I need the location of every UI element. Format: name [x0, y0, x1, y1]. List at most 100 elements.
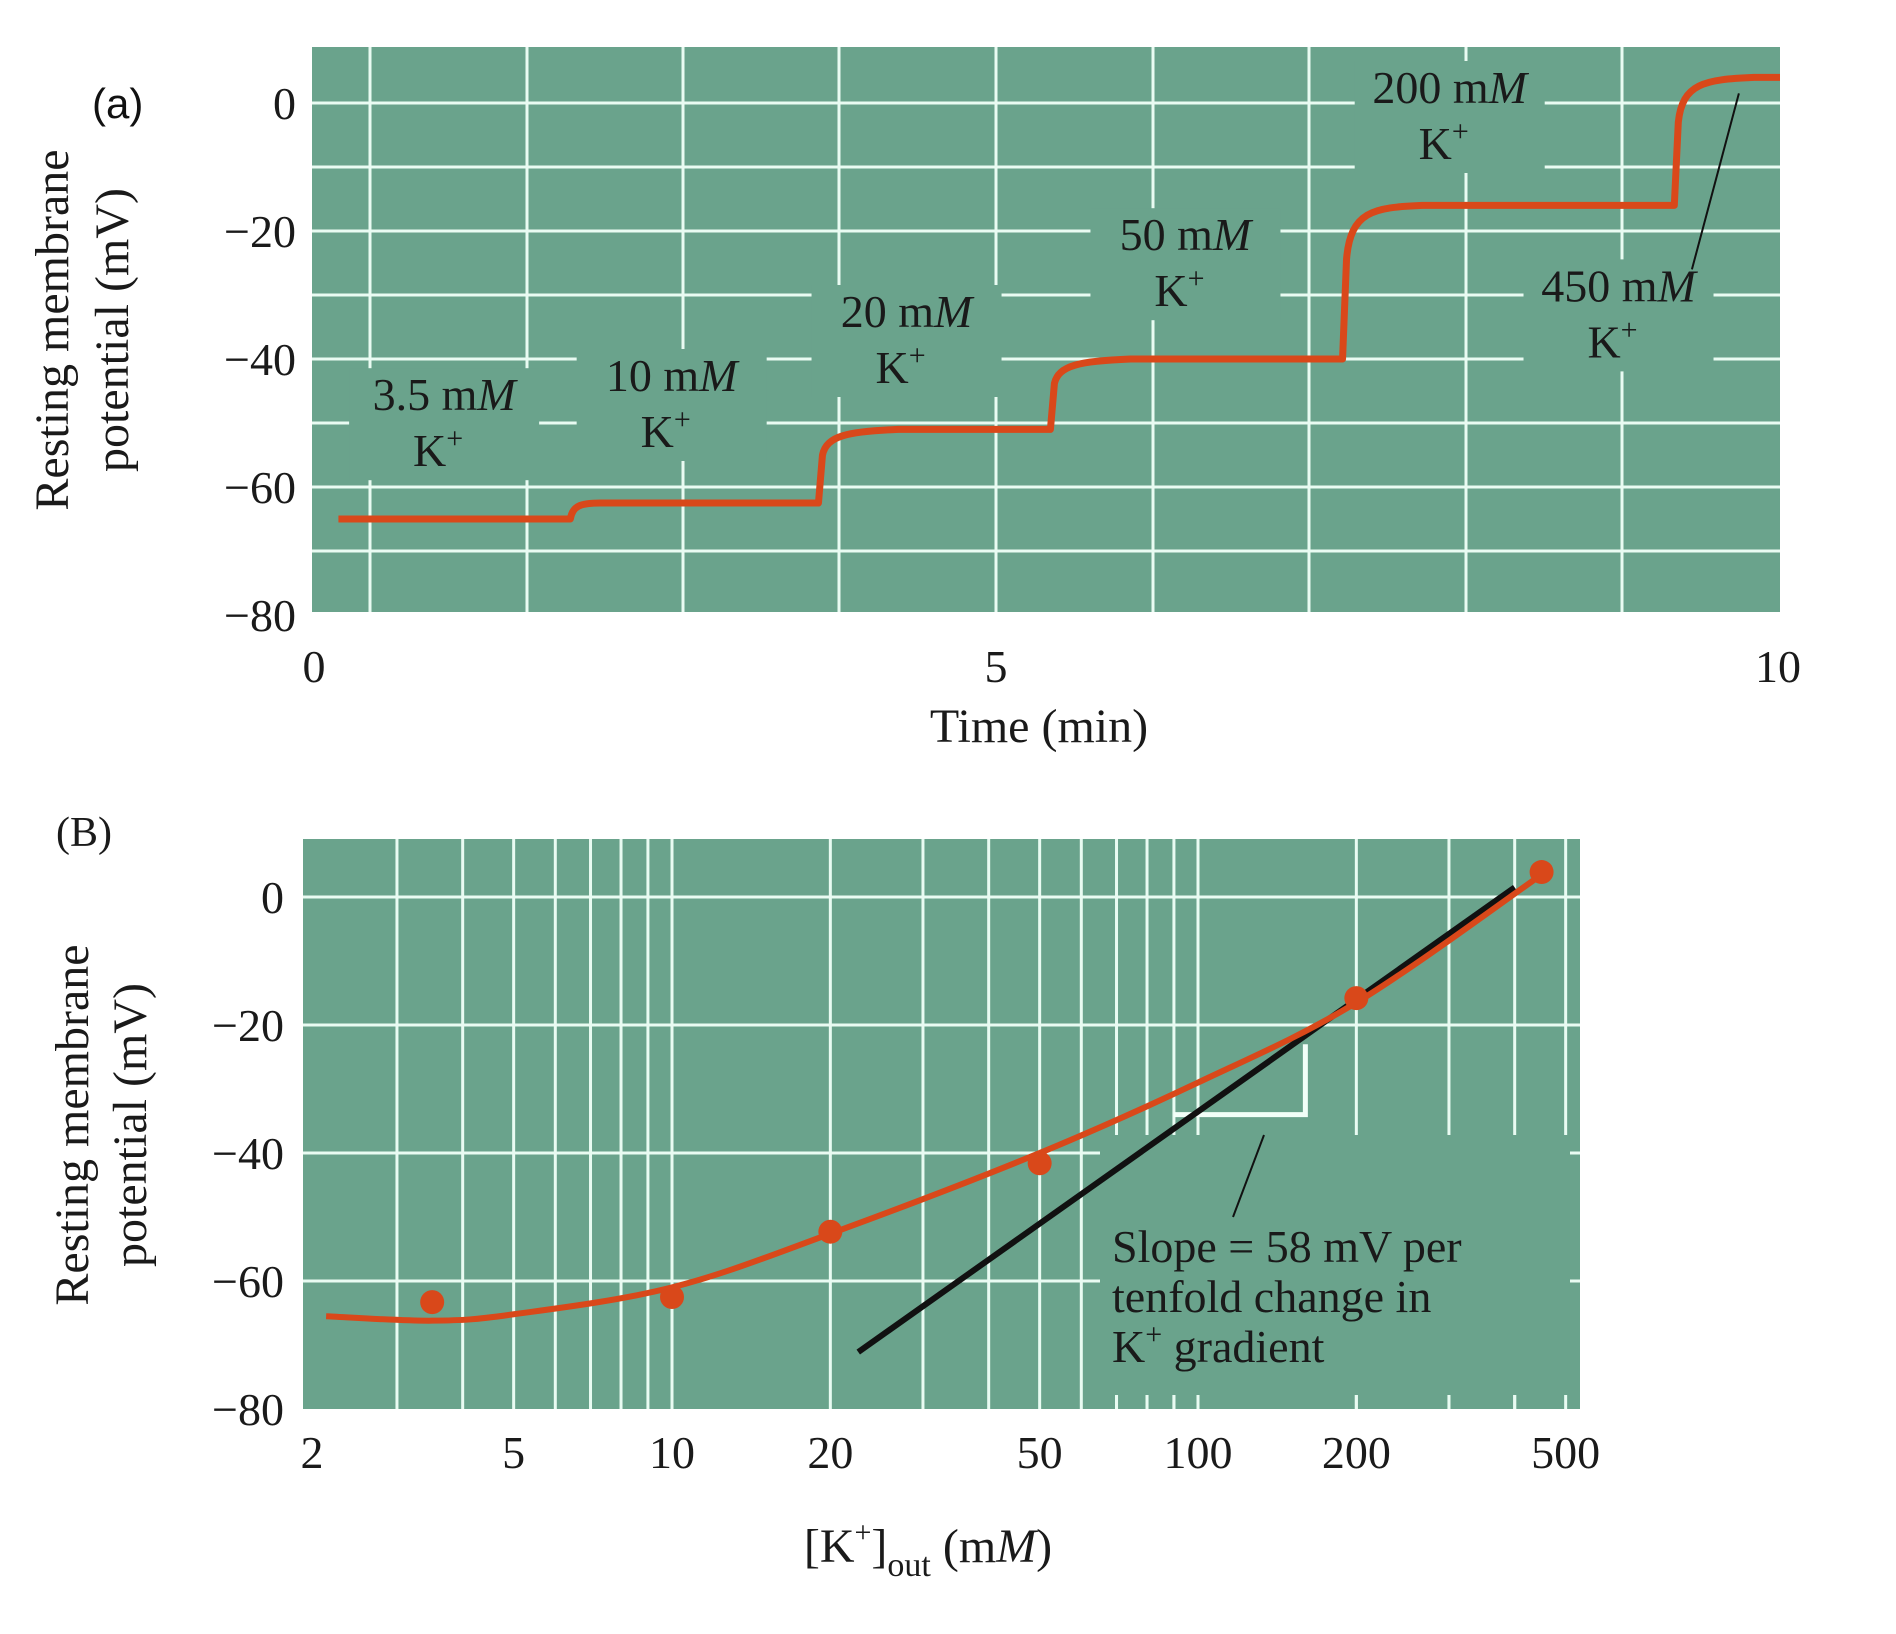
- panel-a-x-tick-labels: 0 5 10: [303, 641, 1802, 692]
- annotation-line-1: Slope = 58 mV per: [1112, 1221, 1462, 1272]
- panel-a-x-axis-title: Time (min): [930, 700, 1148, 753]
- panel-a-y-tick-label: 0: [273, 78, 296, 129]
- panel-a-label-backdrop: [1090, 208, 1281, 321]
- annotation-gradient: gradient: [1162, 1321, 1324, 1372]
- panel-b-y-title-line1: Resting membrane: [46, 944, 99, 1305]
- panel-b-y-tick-label: −20: [212, 1000, 284, 1051]
- label-number: 20 m: [841, 286, 935, 337]
- x-title-unit-post: ): [1036, 1520, 1052, 1573]
- panel-a-x-tick-label: 0: [303, 641, 326, 692]
- panel-b-label: (B): [56, 810, 112, 856]
- panel-a-concentration-label: 450 mM: [1541, 260, 1698, 311]
- panel-a-y-tick-label: −80: [224, 590, 296, 641]
- panel-b-annotation-leader-line: [1232, 1134, 1265, 1218]
- panel-a-y-title-line2: potential (mV): [86, 188, 139, 472]
- panel-b-data-point: [1344, 986, 1369, 1011]
- label-unit: M: [698, 350, 740, 401]
- label-number: 450 m: [1541, 260, 1658, 311]
- label-k: K: [413, 425, 446, 476]
- label-unit: M: [933, 286, 975, 337]
- panel-a-ion-label: K+: [1154, 262, 1204, 316]
- panel-b-data-point: [1529, 860, 1554, 885]
- label-unit: M: [1488, 62, 1530, 113]
- panel-a-trace-line: [338, 73, 1780, 523]
- annotation-k: K: [1112, 1321, 1145, 1372]
- panel-a: (a) 3.5 mMK+10 mMK+20 mMK+50 mMK+200 mMK…: [26, 47, 1801, 753]
- panel-b-y-title-line2: potential (mV): [104, 983, 157, 1267]
- panel-b-y-tick-label: −80: [212, 1384, 284, 1435]
- panel-b-x-tick-label: 50: [1017, 1427, 1063, 1478]
- panel-b-x-tick-label: 100: [1164, 1427, 1233, 1478]
- panel-a-y-tick-label: −60: [224, 462, 296, 513]
- panel-b-x-tick-label: 200: [1322, 1427, 1391, 1478]
- panel-b-x-tick-labels: 2 5 10 20 50 100 200 500: [301, 1427, 1601, 1478]
- panel-a-concentration-label: 20 mM: [841, 286, 975, 337]
- label-plus: +: [1188, 262, 1205, 295]
- panel-a-450-leader-line: [1690, 93, 1740, 270]
- annotation-plus: +: [1145, 1318, 1162, 1351]
- panel-b-y-axis-title: Resting membrane potential (mV): [46, 944, 157, 1305]
- panel-a-y-tick-label: −40: [224, 334, 296, 385]
- label-plus: +: [674, 403, 691, 436]
- panel-b-y-tick-label: −40: [212, 1128, 284, 1179]
- x-title-unit-italic: M: [995, 1520, 1039, 1573]
- panel-a-concentration-label: 200 mM: [1372, 62, 1529, 113]
- panel-a-y-title-line1: Resting membrane: [26, 149, 79, 510]
- panel-a-annotations: 3.5 mMK+10 mMK+20 mMK+50 mMK+200 mMK+450…: [349, 61, 1714, 481]
- x-title-close: ]: [871, 1520, 887, 1573]
- label-plus: +: [446, 422, 463, 455]
- panel-b-y-tick-label: −60: [212, 1256, 284, 1307]
- panel-a-label-backdrop: [576, 349, 767, 461]
- label-k: K: [1419, 118, 1452, 169]
- label-plus: +: [909, 339, 926, 372]
- label-unit: M: [476, 369, 518, 420]
- panel-a-concentration-label: 50 mM: [1120, 209, 1254, 260]
- panel-a-ion-label: K+: [641, 403, 691, 457]
- panel-a-label-backdrop: [349, 368, 540, 481]
- x-title-bracket-k: [K: [804, 1520, 855, 1573]
- label-k: K: [1154, 265, 1187, 316]
- panel-b-x-tick-label: 2: [301, 1427, 324, 1478]
- label-plus: +: [1621, 313, 1638, 346]
- panel-b-data-point: [660, 1285, 684, 1309]
- panel-a-x-tick-label: 5: [985, 641, 1008, 692]
- panel-b-x-axis-title: [K+]out (mM): [804, 1516, 1052, 1584]
- label-number: 10 m: [606, 350, 700, 401]
- panel-b-annotation-backdrop: [1100, 1135, 1570, 1395]
- annotation-line-2: tenfold change in: [1112, 1271, 1431, 1322]
- panel-b-slope-triangle: [1173, 1044, 1308, 1118]
- panel-a-concentration-label: 10 mM: [606, 350, 740, 401]
- panel-a-grid: [312, 47, 1780, 612]
- label-number: 50 m: [1120, 209, 1214, 260]
- panel-b-data-point: [818, 1219, 843, 1244]
- label-k: K: [875, 342, 908, 393]
- panel-b-x-tick-label: 20: [807, 1427, 853, 1478]
- x-title-unit-pre: (m: [931, 1520, 996, 1573]
- panel-b-y-tick-label: 0: [261, 872, 284, 923]
- panel-b-data-point: [420, 1290, 445, 1315]
- panel-b-x-tick-label: 5: [502, 1427, 525, 1478]
- label-number: 3.5 m: [373, 369, 478, 420]
- panel-b-fitted-curve: [325, 872, 1544, 1324]
- panel-a-y-axis-title: Resting membrane potential (mV): [26, 149, 139, 510]
- panel-b: (B) Slope = 58 mV per tenfold change in …: [46, 810, 1600, 1584]
- panel-a-label: (a): [92, 80, 143, 127]
- label-k: K: [1587, 316, 1620, 367]
- panel-a-label-backdrop: [811, 285, 1002, 397]
- panel-a-label-backdrop: [1523, 259, 1714, 372]
- panel-b-data-point: [1027, 1151, 1052, 1176]
- panel-b-slope-annotation: Slope = 58 mV per tenfold change in K+ g…: [1112, 1221, 1462, 1372]
- panel-b-data-points: [420, 860, 1554, 1315]
- label-k: K: [641, 406, 674, 457]
- label-plus: +: [1452, 115, 1469, 148]
- x-title-sup: +: [855, 1516, 872, 1549]
- label-number: 200 m: [1372, 62, 1489, 113]
- panel-a-y-tick-labels: 0 −20 −40 −60 −80: [224, 78, 296, 641]
- panel-b-x-tick-label: 500: [1531, 1427, 1600, 1478]
- panel-a-x-tick-label: 10: [1755, 641, 1801, 692]
- panel-a-label-backdrop: [1354, 61, 1545, 173]
- panel-a-ion-label: K+: [875, 339, 925, 393]
- panel-b-y-tick-labels: 0 −20 −40 −60 −80: [212, 872, 284, 1435]
- panel-a-ion-label: K+: [1419, 115, 1469, 169]
